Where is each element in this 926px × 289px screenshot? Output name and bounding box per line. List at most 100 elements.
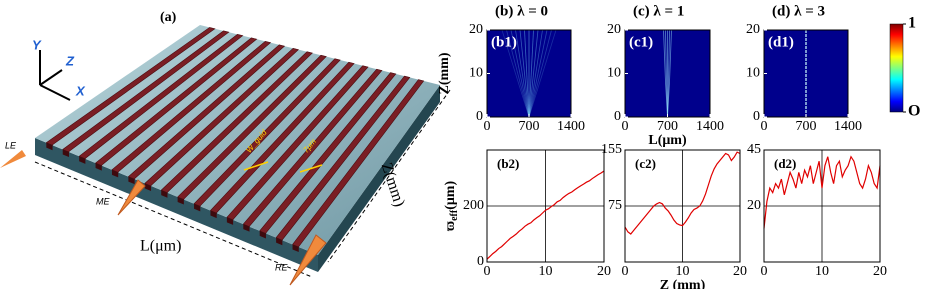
waveguide-side [111,169,119,178]
beam-ray [528,29,539,118]
colorbar-tick-label: 1 [908,15,916,32]
waveguide [94,37,258,167]
x-tick-label: 0 [761,119,768,134]
waveguide-side [177,196,184,205]
chart-title: (d) λ = 3 [772,3,825,19]
dimension-label: L(μm) [140,238,181,255]
waveguide-side [292,244,299,253]
slab-front [35,138,318,272]
x-tick-label: 20 [733,264,747,279]
axis-arrow [39,69,63,86]
port-label: ME [96,196,110,206]
beam-ray [528,29,552,118]
y-tick-label: 20 [746,22,760,37]
axis-label: Y [32,37,42,52]
y-tick-label: 0 [477,254,484,269]
waveguide [62,30,230,153]
beam-ray [667,29,672,118]
y-axis-label-part: (μm) [443,181,458,210]
waveguide [144,47,300,187]
waveguide [193,58,341,207]
x-tick-label: 0 [484,264,491,279]
beam-ray [524,29,530,118]
width-marker [243,161,269,171]
arrow [289,234,327,286]
panel-label: (c1) [629,34,653,50]
frame [624,149,741,263]
dim-line [34,161,313,278]
waveguide-side [95,163,102,171]
colorbar-tick-label: O [908,103,920,120]
waveguide-side [259,230,266,239]
x-tick-label: 0 [622,264,629,279]
data-line [486,170,605,260]
x-axis-label: Z (mm) [660,278,706,289]
beam-ray [510,29,530,118]
waveguide [259,72,397,234]
x-tick-label: 700 [796,119,817,134]
waveguide-side [144,183,152,191]
chart-title: (c) λ = 1 [633,3,684,19]
frame [486,149,605,263]
dimension-label: Z(mm) [378,161,408,209]
waveguide-side [128,176,135,185]
axis-arrow [39,84,71,101]
waveguide-side [194,203,201,212]
beam-ray [506,29,530,118]
y-tick-label: 10 [746,66,760,81]
port-label: LE [5,140,17,150]
waveguide [226,65,369,221]
waveguide [45,27,216,146]
y-tick-label: 0 [476,109,483,124]
waveguide [275,75,411,241]
x-tick-label: 0 [761,264,768,279]
y-tick-label: 0 [614,109,621,124]
y-tick-label: 45 [747,142,761,157]
axis-label: X [75,83,86,98]
x-tick-label: 10 [539,264,553,279]
x-tick-label: 10 [815,264,829,279]
waveguide [160,51,313,194]
y-tick-label: 155 [601,142,622,157]
y-axis-label: ϖeff(μm) [443,181,460,232]
x-tick-label: 700 [657,119,678,134]
x-tick-label: 20 [873,264,887,279]
panel-label: (d2) [774,156,796,171]
x-tick-label: 700 [519,119,540,134]
y-tick-label: 75 [608,198,622,213]
beam [663,29,672,118]
x-tick-label: 0 [622,119,629,134]
y-tick-label: 0 [753,109,760,124]
port-label: RE [275,262,288,272]
dim-line [327,89,451,263]
y-tick-label: 200 [463,198,484,213]
waveguide [127,44,286,180]
x-tick-label: 10 [676,264,690,279]
y-tick-label: 20 [469,22,483,37]
y-axis-label-part: eff [449,209,460,221]
slab-side [318,85,440,272]
beam-ray [528,29,548,118]
beam-ray [501,29,530,118]
chart-title: (b) λ = 0 [495,3,548,19]
panel-label: (b2) [497,156,519,171]
waveguide [177,54,327,200]
colorbar [889,23,904,113]
gap-marker [299,164,323,173]
x-tick-label: 1400 [557,119,585,134]
waveguide-side [226,217,234,225]
waveguide-side [161,190,168,198]
y-axis-label: Z(mm) [437,52,452,94]
waveguide-side [276,237,283,246]
waveguide [111,40,272,173]
beam-ray [528,29,543,118]
panel-label: (a) [160,10,177,25]
beam [501,29,557,118]
x-tick-label: 1400 [696,119,724,134]
arrow [117,179,146,216]
x-tick-label: 1400 [834,119,862,134]
data-line [763,155,881,229]
x-axis-label: L(μm) [648,133,687,148]
beam-ray [515,29,530,118]
